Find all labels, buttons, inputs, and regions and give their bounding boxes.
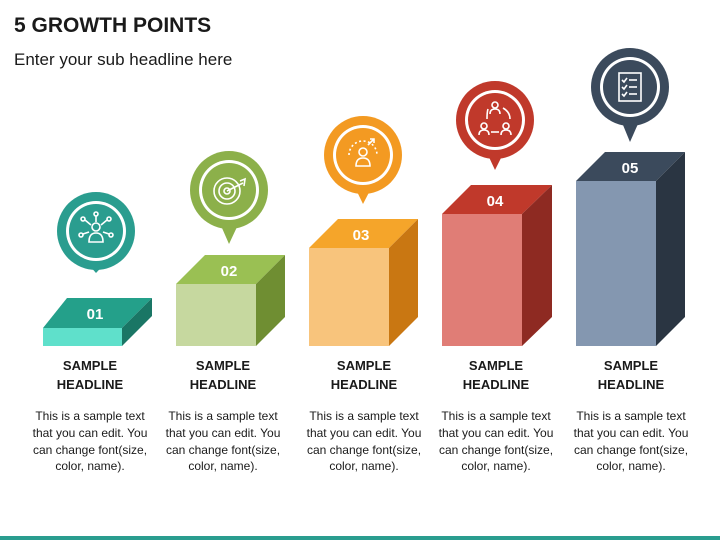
step-1-block: 01	[43, 298, 152, 346]
step-3-headline-line1: SAMPLE	[336, 358, 392, 373]
step-2-text: This is a sample text that you can edit.…	[165, 409, 281, 474]
step-5-pin	[591, 48, 669, 142]
checklist-icon	[618, 72, 642, 102]
step-2-headline-line1: SAMPLE	[195, 358, 251, 373]
step-5-block: 05	[576, 152, 685, 346]
people-network-icon	[78, 211, 114, 243]
step-4-headline-line2: HEADLINE	[462, 377, 530, 392]
step-1-text: This is a sample text that you can edit.…	[32, 409, 148, 474]
step-4-label: SAMPLE HEADLINE This is a sample text th…	[431, 356, 561, 475]
step-2-pin	[190, 151, 268, 244]
step-4-block: 04	[442, 185, 552, 346]
target-arrow-icon	[213, 177, 246, 205]
step-4-pin	[456, 81, 534, 170]
step-3-headline-line2: HEADLINE	[330, 377, 398, 392]
step-5-headline-line2: HEADLINE	[597, 377, 665, 392]
growth-person-icon	[348, 138, 378, 167]
step-1-pin	[57, 192, 135, 273]
step-2-headline-line2: HEADLINE	[189, 377, 257, 392]
step-2-block: 02	[176, 255, 285, 346]
step-2-number: 02	[221, 263, 238, 280]
step-5-label: SAMPLE HEADLINE This is a sample text th…	[566, 356, 696, 475]
step-5-number: 05	[622, 160, 639, 177]
step-2-label: SAMPLE HEADLINE This is a sample text th…	[158, 356, 288, 475]
footer-bar	[0, 536, 720, 540]
step-3-pin	[324, 116, 402, 204]
step-4-text: This is a sample text that you can edit.…	[438, 409, 554, 474]
step-1-headline-line1: SAMPLE	[62, 358, 118, 373]
step-5-text: This is a sample text that you can edit.…	[573, 409, 689, 474]
step-4-headline-line1: SAMPLE	[468, 358, 524, 373]
step-1-label: SAMPLE HEADLINE This is a sample text th…	[25, 356, 155, 475]
step-3-label: SAMPLE HEADLINE This is a sample text th…	[299, 356, 429, 475]
step-3-number: 03	[353, 227, 370, 244]
step-1-number: 01	[87, 306, 104, 323]
step-4-number: 04	[487, 193, 504, 210]
step-3-block: 03	[309, 219, 418, 346]
page-title: 5 GROWTH POINTS	[14, 14, 212, 37]
step-1-headline-line2: HEADLINE	[56, 377, 124, 392]
people-cycle-icon	[478, 101, 512, 136]
step-3-text: This is a sample text that you can edit.…	[306, 409, 422, 474]
step-5-headline-line1: SAMPLE	[603, 358, 659, 373]
page-subtitle: Enter your sub headline here	[14, 50, 233, 69]
